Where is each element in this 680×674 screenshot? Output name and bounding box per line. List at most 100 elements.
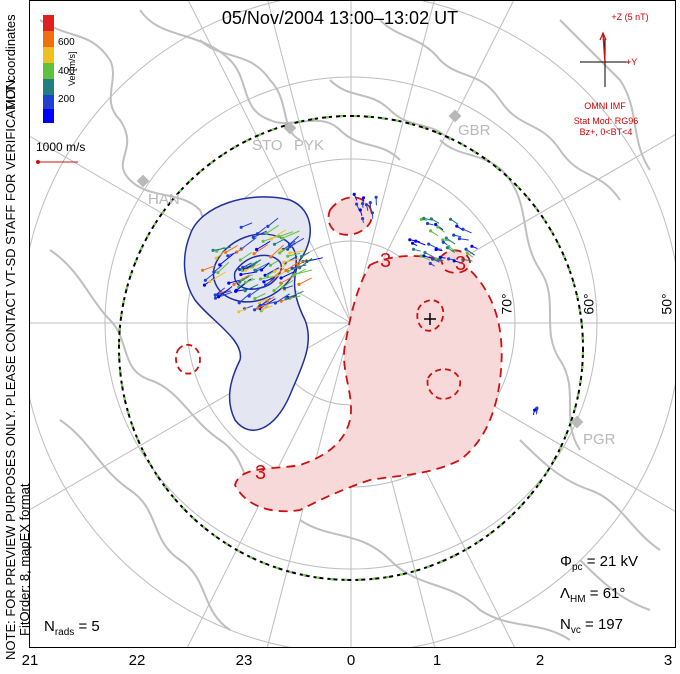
velocity-vector-origin <box>358 208 362 212</box>
contour-label-3-b: 3 <box>455 253 467 275</box>
mlt-tick-0: 0 <box>346 652 356 669</box>
contour-label-3-a: 3 <box>380 250 392 272</box>
imf-y-label: +Y <box>626 57 638 67</box>
velocity-vector-origin <box>243 289 247 293</box>
velocity-vector-origin <box>201 268 205 272</box>
velocity-vector <box>283 258 300 263</box>
velocity-vector-origin <box>244 268 248 272</box>
velocity-vector-origin <box>282 286 287 290</box>
velocity-vector-origin <box>284 297 288 301</box>
velocity-vector-origin <box>411 247 416 251</box>
velocity-vector-origin <box>452 233 456 237</box>
velocity-vector <box>242 262 252 268</box>
velocity-vector <box>213 264 223 273</box>
velocity-vector-origin <box>269 237 273 241</box>
velocity-vector-origin <box>457 237 461 241</box>
velocity-vector <box>263 276 275 283</box>
stat-radar-count: Nrads = 5 <box>44 618 100 638</box>
latitude-label-60: 60° <box>580 293 597 315</box>
velocity-vector-origin <box>291 274 295 278</box>
velocity-vector-origin <box>429 229 433 233</box>
velocity-vector <box>245 263 261 271</box>
velocity-vector-origin <box>361 196 366 200</box>
stat-hm-boundary: ΛHM = 61° <box>560 585 626 605</box>
velocity-vector-origin <box>261 239 265 243</box>
velocity-vector <box>245 278 256 283</box>
velocity-vector-origin <box>434 222 438 227</box>
velocity-vector <box>209 271 226 283</box>
velocity-vector <box>265 277 275 286</box>
velocity-vector <box>248 286 263 297</box>
velocity-vector-origin <box>251 235 255 239</box>
velocity-vector-origin <box>286 254 290 258</box>
velocity-vector-origin <box>355 202 359 206</box>
scale-vector-label: 1000 m/s <box>36 140 86 154</box>
station-pgr: PGR <box>583 431 616 448</box>
mlt-coordinates-label: MLT coordinates <box>3 14 18 110</box>
velocity-vector-origin <box>431 257 435 261</box>
station-gbr: GBR <box>458 122 491 139</box>
velocity-vector-origin <box>423 250 427 255</box>
velocity-vector-origin <box>422 216 426 220</box>
velocity-vector <box>270 244 284 258</box>
velocity-vector-origin <box>237 301 241 305</box>
velocity-vector-origin <box>213 296 218 300</box>
velocity-vector <box>257 226 267 235</box>
velocity-vector-origin <box>211 248 215 252</box>
velocity-vector-origin <box>279 276 283 280</box>
colorbar-tick-400: 400 <box>58 66 75 77</box>
velocity-vector <box>240 252 252 261</box>
velocity-vector-origin <box>352 192 356 196</box>
stat-model-condition: Bz+, 0<BT<4 <box>579 127 633 137</box>
velocity-vector-origin <box>217 295 221 299</box>
negative-convection-cell <box>183 196 311 431</box>
velocity-vector <box>264 267 280 276</box>
colorbar-tick-200: 200 <box>58 94 75 105</box>
velocity-vector <box>279 246 289 254</box>
velocity-vector-origin <box>241 265 245 269</box>
velocity-vector-origin <box>264 283 268 287</box>
velocity-vector <box>238 307 248 313</box>
latitude-label-50: 50° <box>658 293 675 315</box>
scale-vector <box>36 160 78 164</box>
velocity-vector-origin <box>464 247 468 251</box>
velocity-vector <box>415 240 426 246</box>
velocity-vector-origin <box>253 296 257 301</box>
velocity-vector <box>253 244 269 255</box>
velocity-vector-origin <box>203 278 207 282</box>
preview-note: NOTE: FOR PREVIEW PURPOSES ONLY. PLEASE … <box>3 76 18 660</box>
potential-max-marker <box>424 313 436 325</box>
velocity-vector <box>257 303 270 309</box>
velocity-vector <box>215 250 227 259</box>
velocity-vector-origin <box>436 225 440 229</box>
velocity-vector-origin <box>263 273 267 277</box>
velocity-vector-origin <box>278 251 282 255</box>
velocity-vector <box>292 268 306 277</box>
velocity-vector <box>219 289 230 294</box>
velocity-vector <box>233 274 250 285</box>
velocity-vector <box>241 222 253 228</box>
velocity-vector-origin <box>299 255 304 259</box>
velocity-vector-origin <box>232 282 236 287</box>
contour-label-3-c: 3 <box>255 462 267 484</box>
velocity-vector-origin <box>253 268 257 272</box>
map-frame <box>29 0 676 648</box>
velocity-vector-origin <box>414 239 418 243</box>
velocity-vector <box>240 237 257 250</box>
velocity-vector <box>253 230 267 238</box>
velocity-vector-origin <box>288 251 292 255</box>
latitude-label-70: 70° <box>498 293 515 315</box>
station-pyk: PYK <box>294 137 325 154</box>
velocity-vector-origin <box>447 257 451 261</box>
station-sto: STO <box>252 137 283 154</box>
velocity-vector <box>254 293 266 299</box>
velocity-vector-origin <box>255 247 259 252</box>
velocity-vector-origin <box>259 268 264 272</box>
velocity-vector <box>244 284 259 292</box>
mlt-tick-21: 21 <box>21 652 39 669</box>
velocity-vector <box>256 240 271 250</box>
velocity-vector <box>289 237 305 248</box>
velocity-vector-origin <box>213 293 217 297</box>
velocity-vector-origin <box>262 280 266 284</box>
